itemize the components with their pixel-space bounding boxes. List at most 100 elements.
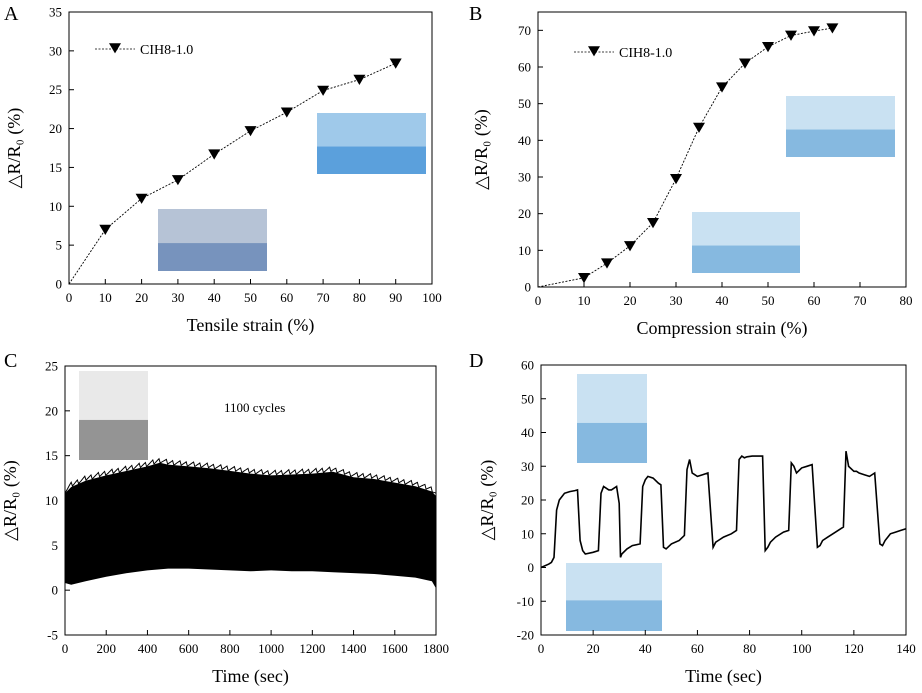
x-tick-label: 70 [317,290,330,305]
y-tick-label: 20 [521,493,534,508]
y-axis-label: △R/R₀ (%) [471,109,492,190]
x-tick-label: 0 [538,641,545,656]
cyclic-signal-band [65,462,436,589]
x-axis-label: Tensile strain (%) [187,315,315,336]
x-tick-label: 70 [854,293,867,308]
data-point [99,224,112,235]
y-tick-label: 0 [52,583,59,598]
y-axis-label: △R/R₀ (%) [0,460,21,541]
x-tick-label: 40 [639,641,652,656]
y-tick-label: 10 [49,199,62,214]
y-tick-label: 40 [521,425,534,440]
inset-photo [786,96,895,157]
inset-photo [566,563,662,631]
y-tick-label: 25 [45,359,58,374]
data-point [208,149,221,160]
x-tick-label: 100 [792,641,812,656]
data-point [389,58,402,69]
data-point [647,218,659,229]
photo-shade [158,243,267,271]
x-tick-label: 90 [389,290,402,305]
x-tick-label: 0 [66,290,73,305]
y-tick-label: 50 [518,96,531,111]
x-axis-label: Time (sec) [685,666,762,687]
x-tick-label: 50 [244,290,257,305]
y-tick-label: -5 [47,628,58,643]
y-tick-label: 15 [49,160,62,175]
legend-label: CIH8-1.0 [140,43,193,58]
x-tick-label: 20 [587,641,600,656]
y-tick-label: 20 [518,206,531,221]
photo-shade [317,146,426,174]
x-tick-label: 140 [896,641,916,656]
x-tick-label: 40 [716,293,729,308]
data-point [624,241,636,252]
x-axis-label: Compression strain (%) [637,318,808,339]
x-tick-label: 50 [762,293,775,308]
y-tick-label: 20 [49,121,62,136]
y-tick-label: 5 [56,238,63,253]
legend-marker [109,43,121,54]
photo-shade [786,129,895,157]
data-point [601,258,613,269]
y-tick-label: 5 [52,538,59,553]
y-tick-label: 60 [518,60,531,75]
data-point [670,174,682,185]
y-tick-label: 50 [521,391,534,406]
y-tick-label: 10 [521,526,534,541]
panel-letter: C [4,350,17,372]
y-tick-label: 0 [56,277,63,292]
panel-c: 0 200 400 600 800 1000 1200 1400 1600 1800 -5 0 5 10 1… [0,350,449,687]
data-point [353,74,366,86]
legend-label: CIH8-1.0 [619,46,672,61]
x-tick-label: 0 [62,641,69,656]
series-line [68,62,396,285]
y-tick-label: 30 [49,43,62,58]
data-point [762,42,774,53]
data-point [135,193,148,204]
y-axis-label: △R/R₀ (%) [4,108,25,189]
data-point [578,273,590,284]
x-tick-label: 0 [535,293,542,308]
inset-photo [158,209,267,271]
y-tick-label: -20 [517,628,534,643]
panel-letter: B [469,3,482,25]
photo-shade [79,419,148,460]
inset-photo [317,113,426,174]
photo-shade [577,422,647,463]
y-tick-label: 30 [521,459,534,474]
x-tick-label: 10 [578,293,591,308]
photo-shade [566,600,662,631]
panel-letter: D [469,350,483,372]
x-tick-label: 80 [353,290,366,305]
y-tick-label: 25 [49,82,62,97]
y-tick-label: 40 [518,133,531,148]
y-tick-label: 30 [518,170,531,185]
y-axis-label: △R/R₀ (%) [477,460,498,541]
y-tick-label: 60 [521,358,534,373]
x-tick-label: 30 [670,293,683,308]
y-tick-label: 10 [45,493,58,508]
y-tick-label: -10 [517,594,534,609]
cycles-annotation: 1100 cycles [224,400,285,415]
x-tick-label: 1400 [341,641,367,656]
series-line [540,450,907,569]
data-point [693,122,705,133]
x-tick-label: 20 [624,293,637,308]
x-tick-label: 1000 [258,641,284,656]
y-tick-label: 0 [525,280,532,295]
x-tick-label: 1200 [299,641,325,656]
photo-shade [692,245,800,273]
panel-b: 0 10 20 30 40 50 60 70 80 0 10 20 30 40 50 60 70 Compress… [469,3,913,339]
panel-d: 0 20 40 60 80 100 120 140 -20 -10 0 10 20 30 40 50 60 Tim… [469,350,916,687]
y-tick-label: 0 [528,560,535,575]
signal-peaks [64,457,437,494]
data-point [739,58,751,69]
data-point [826,23,839,34]
data-point [716,82,728,93]
inset-photo [577,374,647,463]
x-tick-label: 80 [743,641,756,656]
x-tick-label: 120 [844,641,864,656]
y-tick-label: 35 [49,5,62,20]
x-axis-label: Time (sec) [212,666,289,687]
